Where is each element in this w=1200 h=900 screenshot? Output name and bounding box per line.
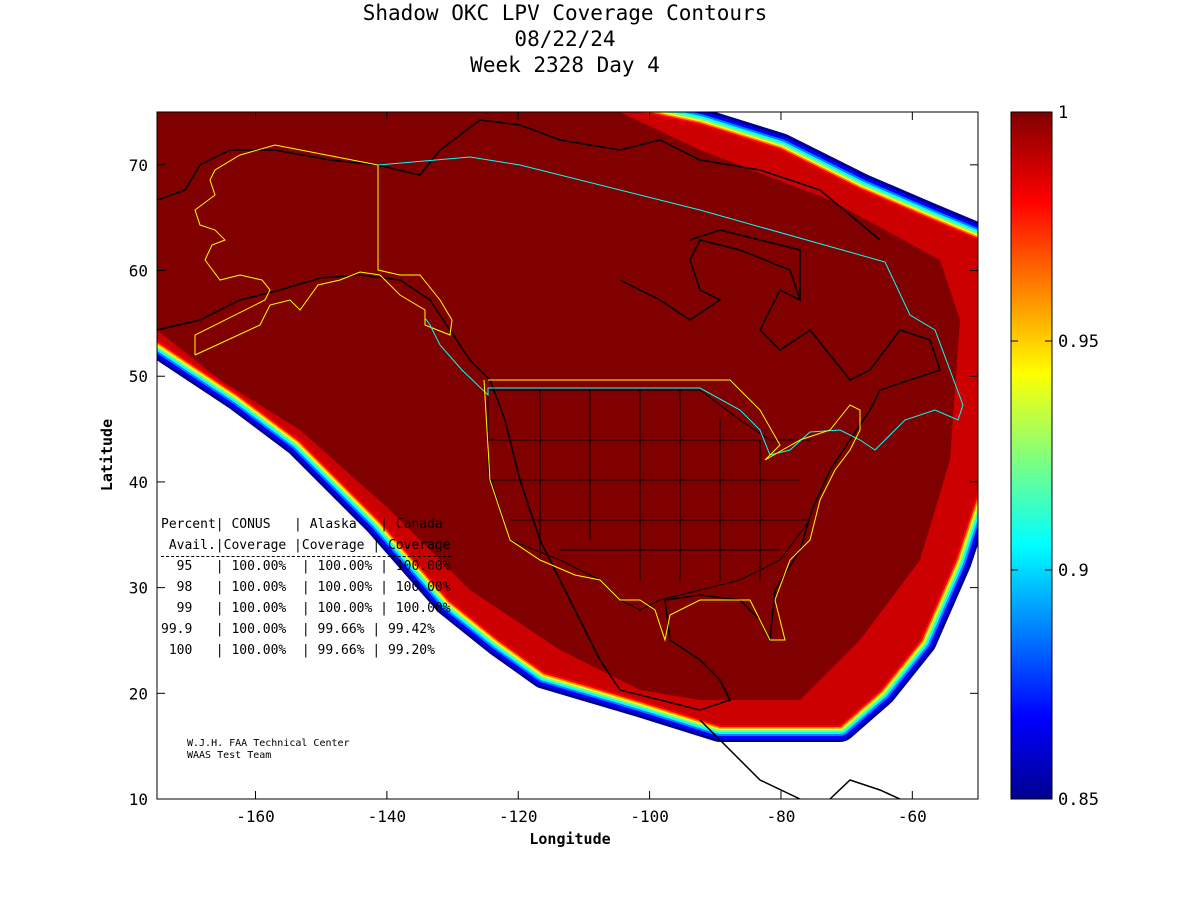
title-line-1: Shadow OKC LPV Coverage Contours <box>362 1 768 25</box>
region-borders <box>194 144 964 642</box>
coverage-table-header-1: Percent| CONUS | Alaska | Canada <box>161 517 443 532</box>
credit-line-1: W.J.H. FAA Technical Center <box>187 738 350 749</box>
x-tick-label: -60 <box>898 807 927 826</box>
plot-frame <box>156 111 979 800</box>
coverage-table-header-2: Avail.|Coverage |Coverage | Coverage <box>161 535 451 557</box>
title-line-3: Week 2328 Day 4 <box>470 53 660 77</box>
x-axis: -160 -140 -120 -100 -80 -60 <box>236 112 927 826</box>
state-borders <box>487 389 811 611</box>
y-tick-label: 20 <box>129 684 148 703</box>
x-tick-label: -160 <box>236 807 275 826</box>
table-row: 98 | 100.00% | 100.00% | 100.00% <box>161 580 451 595</box>
title-line-2: 08/22/24 <box>514 27 616 51</box>
colorbar-tick-label: 0.95 <box>1058 332 1099 352</box>
table-row: 95 | 100.00% | 100.00% | 100.00% <box>161 559 451 574</box>
x-tick-label: -140 <box>368 807 407 826</box>
y-tick-label: 40 <box>129 473 148 492</box>
y-axis-label: Latitude <box>98 419 116 491</box>
table-row: 100 | 100.00% | 99.66% | 99.20% <box>161 643 435 658</box>
credit-line-2: WAAS Test Team <box>187 750 272 761</box>
colorbar-tick-label: 0.85 <box>1058 790 1099 810</box>
x-axis-label: Longitude <box>529 830 610 848</box>
y-tick-label: 10 <box>129 790 148 809</box>
coverage-full-region <box>157 112 960 700</box>
colorbar-ticks: 1 0.95 0.9 0.85 <box>1011 103 1099 810</box>
x-tick-label: -120 <box>499 807 538 826</box>
colorbar <box>1010 111 1053 800</box>
x-tick-label: -100 <box>630 807 669 826</box>
colorbar-tick-label: 1 <box>1058 103 1068 123</box>
y-tick-label: 50 <box>129 367 148 386</box>
y-tick-label: 70 <box>129 156 148 175</box>
y-axis: 10 20 30 40 50 60 70 <box>129 156 978 809</box>
table-row: 99 | 100.00% | 100.00% | 100.00% <box>161 601 451 616</box>
colorbar-tick-label: 0.9 <box>1058 561 1089 581</box>
y-tick-label: 60 <box>129 262 148 281</box>
y-tick-label: 30 <box>129 579 148 598</box>
table-row: 99.9 | 100.00% | 99.66% | 99.42% <box>161 622 435 637</box>
coverage-layer <box>157 112 978 799</box>
x-tick-label: -80 <box>767 807 796 826</box>
